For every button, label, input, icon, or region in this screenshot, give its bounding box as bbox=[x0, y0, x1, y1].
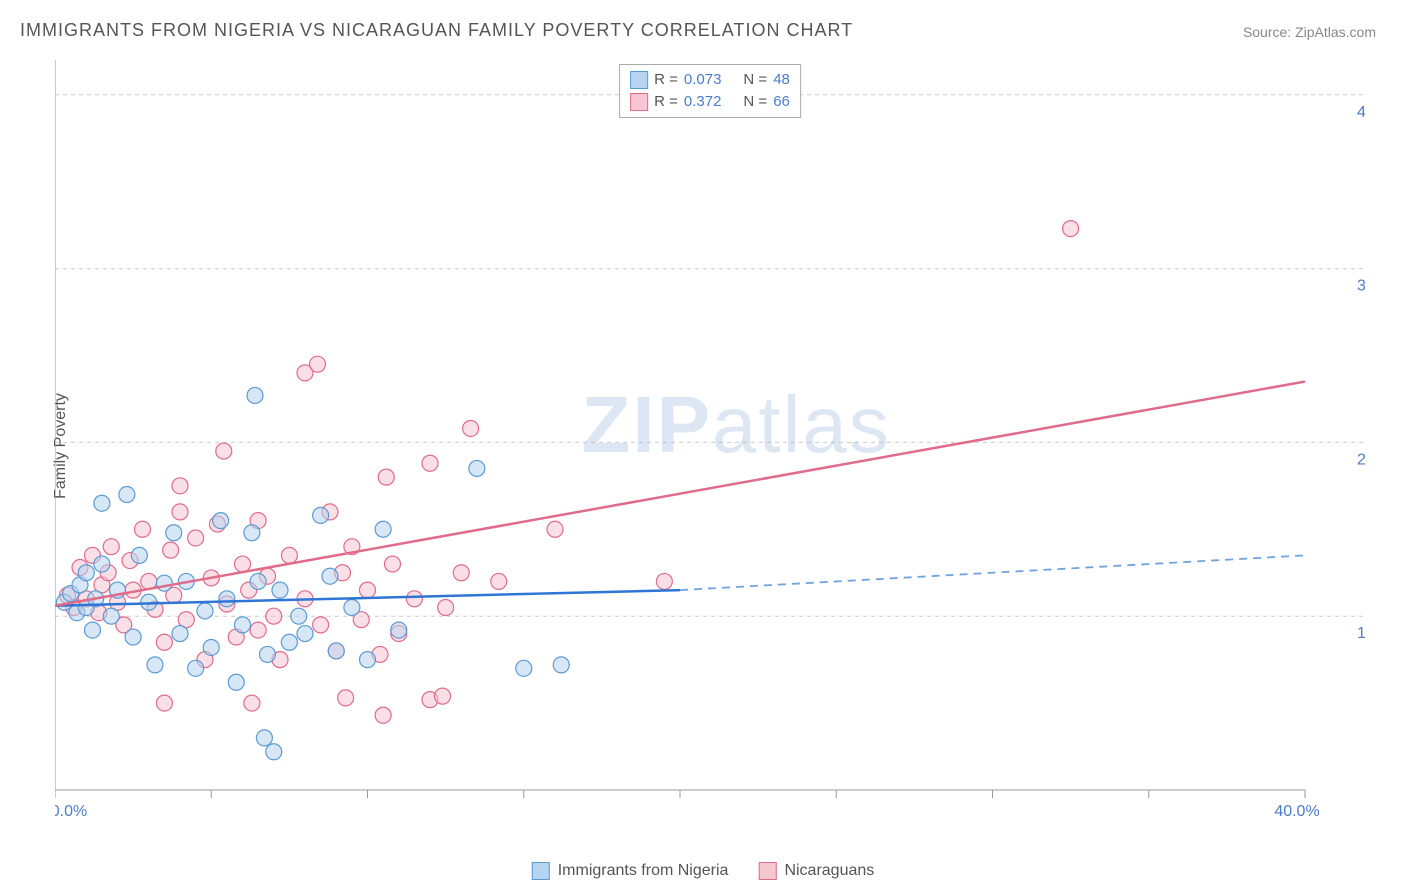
n-label: N = bbox=[743, 91, 767, 113]
swatch-series-a bbox=[630, 71, 648, 89]
svg-text:0.0%: 0.0% bbox=[55, 803, 87, 820]
r-label: R = bbox=[654, 91, 678, 113]
legend-item: Nicaraguans bbox=[758, 862, 874, 880]
stats-legend: R = 0.073 N = 48 R = 0.372 N = 66 bbox=[619, 64, 801, 118]
n-value: 66 bbox=[773, 91, 790, 113]
legend-label: Nicaraguans bbox=[784, 862, 874, 880]
svg-text:30.0%: 30.0% bbox=[1357, 278, 1365, 295]
chart-title: IMMIGRANTS FROM NIGERIA VS NICARAGUAN FA… bbox=[20, 20, 853, 41]
legend-label: Immigrants from Nigeria bbox=[558, 862, 729, 880]
swatch-series-a bbox=[532, 862, 550, 880]
svg-text:40.0%: 40.0% bbox=[1274, 803, 1319, 820]
swatch-series-b bbox=[630, 93, 648, 111]
svg-text:40.0%: 40.0% bbox=[1357, 104, 1365, 121]
chart-plot: 10.0% 20.0% 30.0% 40.0% 0.0% 40.0% R = 0.073 … bbox=[55, 60, 1365, 820]
source-label: Source: ZipAtlas.com bbox=[1243, 24, 1376, 40]
r-value: 0.073 bbox=[684, 69, 722, 91]
n-value: 48 bbox=[773, 69, 790, 91]
svg-text:20.0%: 20.0% bbox=[1357, 451, 1365, 468]
stats-legend-row: R = 0.073 N = 48 bbox=[630, 69, 790, 91]
r-label: R = bbox=[654, 69, 678, 91]
swatch-series-b bbox=[758, 862, 776, 880]
scatter-chart: 10.0% 20.0% 30.0% 40.0% 0.0% 40.0% bbox=[55, 60, 1365, 820]
legend-item: Immigrants from Nigeria bbox=[532, 862, 729, 880]
r-value: 0.372 bbox=[684, 91, 722, 113]
bottom-legend: Immigrants from Nigeria Nicaraguans bbox=[532, 862, 875, 880]
stats-legend-row: R = 0.372 N = 66 bbox=[630, 91, 790, 113]
svg-text:10.0%: 10.0% bbox=[1357, 625, 1365, 642]
n-label: N = bbox=[743, 69, 767, 91]
